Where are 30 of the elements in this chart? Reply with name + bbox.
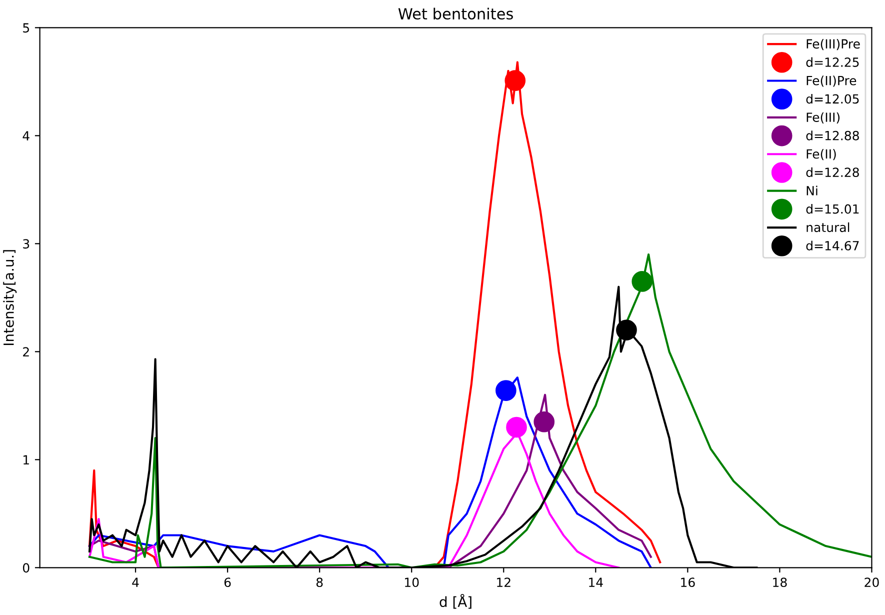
- legend-label: d=12.88: [806, 130, 859, 140]
- legend-label: Fe(III): [806, 112, 840, 124]
- x-tick-label: 18: [773, 578, 787, 588]
- x-tick-label: 20: [864, 578, 879, 588]
- legend-label: Fe(II): [806, 149, 836, 160]
- y-tick-label: 1: [24, 455, 29, 464]
- y-tick-label: 4: [22, 131, 30, 140]
- y-tick-label: 5: [23, 23, 30, 33]
- legend-label: Fe(II)Pre: [806, 76, 856, 87]
- legend-label: Ni: [806, 186, 818, 196]
- legend-label: d=15.01: [806, 204, 859, 214]
- chart-title: Wet bentonites: [398, 8, 513, 20]
- y-tick-label: 2: [23, 347, 29, 356]
- legend-label: d=12.28: [806, 167, 859, 178]
- legend-label: d=12.05: [806, 94, 859, 104]
- legend-label: d=14.67: [806, 240, 859, 250]
- x-tick-label: 6: [224, 578, 231, 588]
- x-tick-label: 14: [589, 578, 603, 587]
- y-tick-label: 0: [22, 563, 30, 573]
- legend-label: d=12.25: [806, 57, 859, 67]
- x-tick-label: 10: [405, 578, 419, 588]
- x-tick-label: 8: [316, 578, 323, 588]
- x-tick-label: 16: [681, 578, 695, 588]
- legend-label: Fe(III)Pre: [806, 38, 860, 50]
- x-axis-title: d [Å]: [440, 594, 472, 609]
- y-axis-title: Intensity[a.u.]: [3, 250, 17, 346]
- x-tick-label: 12: [497, 578, 510, 587]
- legend-label: natural: [806, 222, 850, 232]
- x-tick-label: 4: [132, 578, 139, 587]
- y-tick-label: 3: [23, 239, 30, 249]
